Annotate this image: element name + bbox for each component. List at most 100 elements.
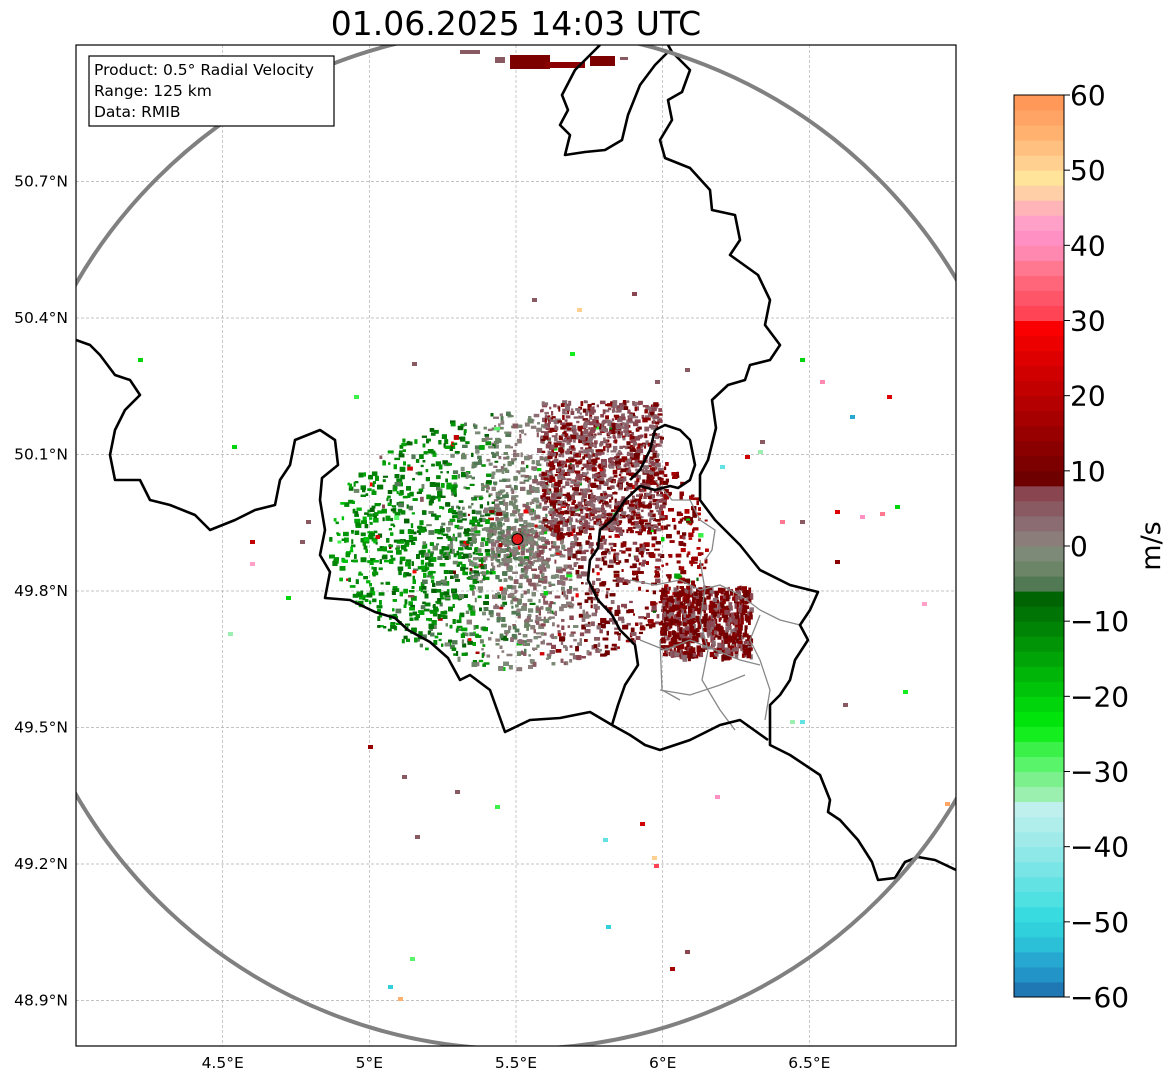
colorbar-tick-label: 0 [1070, 530, 1088, 563]
colorbar-segment [1014, 440, 1064, 457]
colorbar-segment [1014, 861, 1064, 878]
colorbar-segment [1014, 771, 1064, 788]
colorbar-segment [1014, 786, 1064, 803]
colorbar-segment [1014, 485, 1064, 502]
y-tick-label: 49.8°N [14, 582, 68, 600]
colorbar-segment [1014, 530, 1064, 547]
colorbar-segment [1014, 470, 1064, 487]
colorbar-segment [1014, 561, 1064, 577]
colorbar-tick-label: 20 [1070, 380, 1106, 413]
colorbar-segment [1014, 200, 1064, 216]
plot-frame [75, 44, 957, 1047]
colorbar-segment [1014, 936, 1064, 953]
country-borders [76, 45, 956, 882]
colorbar-segment [1014, 155, 1064, 171]
colorbar-segment [1014, 215, 1064, 231]
colorbar-segment [1014, 290, 1064, 306]
colorbar-segment [1014, 305, 1064, 321]
colorbar-tick-label: −10 [1070, 605, 1129, 638]
colorbar-segment [1014, 621, 1064, 637]
colorbar-segment [1014, 711, 1064, 727]
colorbar-segment [1014, 455, 1064, 472]
colorbar-segment [1014, 891, 1064, 908]
colorbar-segment [1014, 966, 1064, 983]
x-tick-label: 5.5°E [495, 1054, 537, 1072]
colorbar-ticks: 60 50 40 30 20 10 0 −10 −20 −30 −40 −50 −60 [1064, 79, 1129, 1014]
y-tick-label: 50.7°N [14, 173, 68, 191]
colorbar-segment [1014, 350, 1064, 367]
colorbar-segment [1014, 816, 1064, 833]
info-data: Data: RMIB [94, 103, 181, 121]
info-product: Product: 0.5° Radial Velocity [94, 61, 314, 79]
colorbar-segment [1014, 230, 1064, 246]
y-tick-label: 49.2°N [14, 855, 68, 873]
colorbar-segment [1014, 335, 1064, 352]
x-axis: 4.5°E 5°E 5.5°E 6°E 6.5°E [202, 1054, 831, 1072]
radar-site-marker [511, 533, 524, 546]
colorbar-segment [1014, 801, 1064, 818]
colorbar-tick-label: 10 [1070, 455, 1106, 488]
colorbar-segment [1014, 666, 1064, 682]
colorbar-segment [1014, 275, 1064, 291]
y-axis: 50.7°N 50.4°N 50.1°N 49.8°N 49.5°N 49.2°N 48.9… [14, 173, 68, 1010]
colorbar-segment [1014, 846, 1064, 863]
colorbar-segment [1014, 576, 1064, 592]
colorbar [1014, 95, 1064, 998]
colorbar-segment [1014, 425, 1064, 442]
colorbar-segment [1014, 951, 1064, 968]
colorbar-segment [1014, 185, 1064, 201]
colorbar-segment [1014, 380, 1064, 397]
colorbar-tick-label: 60 [1070, 79, 1106, 112]
colorbar-segment [1014, 831, 1064, 848]
x-tick-label: 6.5°E [788, 1054, 830, 1072]
colorbar-segment [1014, 906, 1064, 923]
colorbar-segment [1014, 756, 1064, 772]
colorbar-segment [1014, 365, 1064, 382]
colorbar-tick-label: −60 [1070, 981, 1129, 1014]
colorbar-segment [1014, 110, 1064, 126]
info-box: Product: 0.5° Radial Velocity Range: 125… [88, 55, 335, 127]
x-tick-label: 6°E [649, 1054, 676, 1072]
colorbar-segment [1014, 636, 1064, 652]
y-tick-label: 50.1°N [14, 446, 68, 464]
colorbar-segment [1014, 606, 1064, 622]
colorbar-tick-label: −40 [1070, 831, 1129, 864]
colorbar-segment [1014, 741, 1064, 757]
y-tick-label: 48.9°N [14, 992, 68, 1010]
colorbar-tick-label: 50 [1070, 154, 1106, 187]
colorbar-segment [1014, 395, 1064, 412]
colorbar-tick-label: −30 [1070, 756, 1129, 789]
colorbar-segment [1014, 591, 1064, 607]
colorbar-label: m/s [1136, 521, 1167, 570]
radar-echoes [138, 50, 950, 1001]
colorbar-tick-label: 40 [1070, 229, 1106, 262]
colorbar-segment [1014, 245, 1064, 261]
colorbar-segment [1014, 95, 1064, 111]
colorbar-segment [1014, 140, 1064, 156]
admin-borders [629, 479, 801, 731]
colorbar-segment [1014, 500, 1064, 517]
x-tick-label: 4.5°E [202, 1054, 244, 1072]
colorbar-segment [1014, 170, 1064, 186]
info-range: Range: 125 km [94, 82, 212, 100]
colorbar-tick-label: 30 [1070, 305, 1106, 338]
colorbar-segment [1014, 515, 1064, 532]
colorbar-segment [1014, 921, 1064, 938]
colorbar-segment [1014, 681, 1064, 697]
y-tick-label: 50.4°N [14, 309, 68, 327]
map-title: 01.06.2025 14:03 UTC [330, 4, 702, 43]
colorbar-segment [1014, 696, 1064, 712]
colorbar-segment [1014, 320, 1064, 337]
colorbar-tick-label: −20 [1070, 680, 1129, 713]
colorbar-segment [1014, 726, 1064, 742]
y-tick-label: 49.5°N [14, 719, 68, 737]
colorbar-segment [1014, 981, 1064, 998]
colorbar-segment [1014, 125, 1064, 141]
colorbar-tick-label: −50 [1070, 906, 1129, 939]
colorbar-segment [1014, 260, 1064, 276]
colorbar-segment [1014, 876, 1064, 893]
colorbar-segment [1014, 651, 1064, 667]
colorbar-segment [1014, 410, 1064, 427]
x-tick-label: 5°E [356, 1054, 383, 1072]
